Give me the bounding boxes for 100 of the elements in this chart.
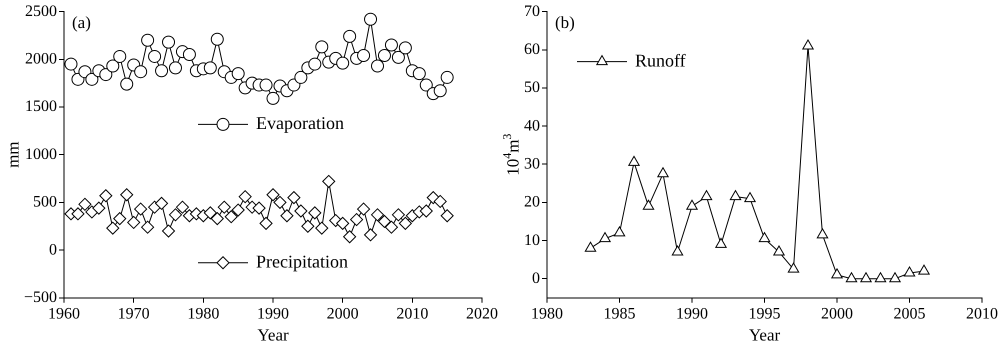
point [758,232,770,242]
point [371,208,384,222]
point [106,59,120,72]
point [744,192,756,202]
point [357,202,370,216]
x-tick-label: 2005 [894,306,926,323]
legend-label: Precipitation [256,251,348,272]
point [273,196,286,209]
point [301,220,314,233]
point [730,190,742,200]
point [294,70,308,84]
annotation: (b) [555,13,575,32]
y-axis-title: mm [3,141,22,168]
point [176,200,189,214]
point [71,72,84,86]
point [141,34,154,47]
point [336,56,350,70]
x-tick-label: 1985 [604,306,636,323]
point [232,204,245,217]
point [686,200,698,210]
annotation: (a) [72,13,91,32]
x-tick-label: 2020 [466,306,498,323]
y-tick-label: 30 [524,155,540,172]
point [155,196,168,210]
point [287,191,300,204]
point [134,65,148,78]
point [700,190,712,200]
point [238,190,252,204]
y-tick-label: 2500 [25,2,58,20]
point [280,209,294,222]
point [434,194,447,208]
point [788,262,800,273]
point [657,167,669,178]
point [148,50,162,63]
x-tick-label: 2010 [396,306,428,323]
point [232,67,245,80]
x-tick-label: 2010 [966,306,998,323]
point [210,212,224,226]
point [860,272,872,282]
point [252,202,266,215]
y-axis-title: 104m3 [500,134,522,176]
y-tick-label: −500 [24,289,58,306]
point [918,264,930,275]
point [308,206,322,220]
point [218,200,231,214]
point [308,58,322,71]
point [141,220,154,234]
point [134,202,148,216]
point [113,50,126,63]
point [392,50,405,64]
y-tick-label: 2000 [25,50,58,68]
point [371,59,384,72]
point [584,242,596,252]
point [398,216,412,230]
point [642,200,654,210]
x-tick-label: 1990 [676,306,708,323]
point [260,78,273,92]
point [315,40,328,54]
point [85,72,98,86]
point [384,220,398,234]
x-tick-label: 1995 [748,306,780,323]
x-tick-label: 1980 [187,306,220,323]
point [715,238,727,248]
point [224,210,238,224]
point [874,272,886,282]
x-tick-label: 1960 [48,306,80,323]
x-tick-label: 1990 [257,306,290,323]
point [440,70,454,84]
point [204,61,217,74]
point [392,208,405,222]
point [120,188,134,202]
y-tick-label: 0 [532,270,540,287]
y-tick-label: 60 [524,40,540,58]
y-tick-label: 10 [524,232,540,249]
point [420,78,433,92]
point [816,228,828,238]
point [162,36,176,49]
point [266,188,280,202]
point [260,216,273,230]
point [440,209,454,222]
point [168,208,182,222]
point [182,48,196,62]
x-axis-title: Year [748,325,780,344]
point [336,216,350,230]
point [831,268,843,278]
point [99,189,112,202]
point [322,174,336,188]
y-tick-label: 50 [524,79,540,96]
point [904,266,916,276]
point [378,48,391,62]
y-tick-label: 500 [33,194,58,211]
point [350,213,364,226]
point [99,68,112,82]
legend-label: Runoff [635,50,686,70]
point [599,232,611,242]
point [384,38,398,52]
point [113,212,126,226]
point [343,30,356,43]
point [364,12,378,26]
x-tick-label: 1970 [118,306,150,323]
